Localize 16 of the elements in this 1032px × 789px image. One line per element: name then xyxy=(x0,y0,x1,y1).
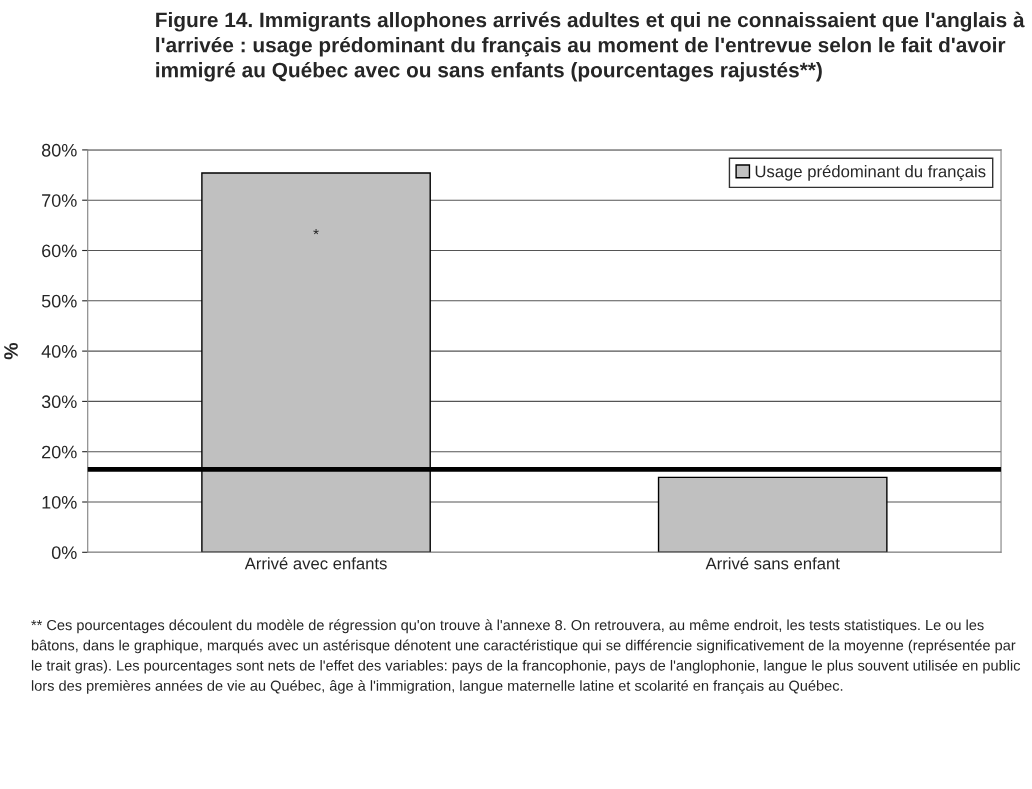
y-tick-label: 80% xyxy=(41,143,77,157)
y-tick-label: 50% xyxy=(41,294,77,308)
y-tick-label: 30% xyxy=(41,395,77,409)
x-tick-label: Arrivé sans enfant xyxy=(705,556,840,570)
y-tick-label: 70% xyxy=(42,194,77,207)
annotation: * xyxy=(313,228,319,235)
legend-label: Usage prédominant du français xyxy=(755,164,986,181)
x-tick-label: Arrivé avec enfants xyxy=(244,556,387,570)
y-tick-label: 0% xyxy=(51,546,77,560)
y-tick-label: 40% xyxy=(41,345,77,358)
y-tick-label: 20% xyxy=(42,445,77,459)
y-tick-label: 10% xyxy=(42,495,77,509)
y-tick-label: 60% xyxy=(42,244,77,258)
y-axis-title: % xyxy=(4,342,18,360)
chart-title: Figure 14. Immigrants allophones arrivés adultes et qui ne connaissaient que l'anglais à l'arrivée : usage prédominant du français au moment de l'entrevue selon le fait d'avoir immigré au Québec avec ou sans enfants (pourcentages rajustés**) xyxy=(156,11,1025,82)
text: ** Ces pourcentages découlent du modèle de régression qu'on trouve à l'annexe 8. On retrouvera, au même endroit, les tests statistiques. Le ou les bâtons, dans le graphique, marqués avec un astérisque dénotent une caractéristique qui se différencie significativement de la moyenne (représentée par le trait gras). Les pourcentages sont nets de l'effet des variables: pays de la francophonie, pays de l'anglophonie, langue le plus souvent utilisée en public lors des premières années de vie au Québec, âge à l'immigration, langue maternelle latine et scolarité en français au Québec. xyxy=(31,619,1021,694)
